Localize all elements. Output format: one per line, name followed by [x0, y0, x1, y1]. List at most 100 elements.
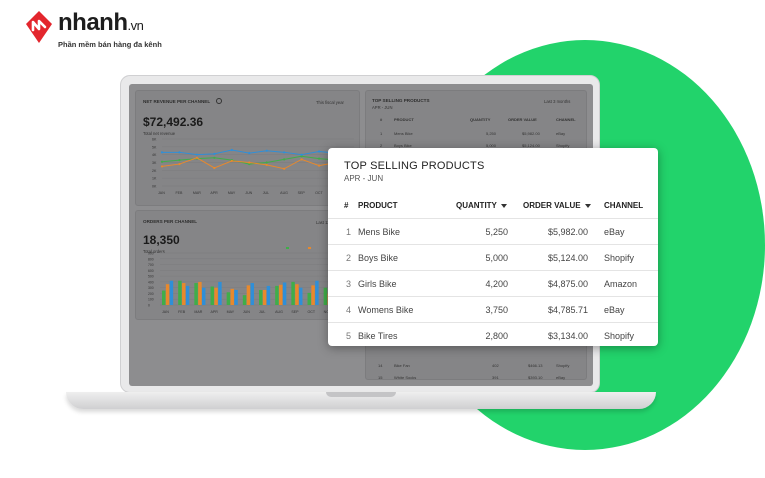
data-point — [248, 152, 251, 155]
mini-cell: 391 — [492, 375, 499, 380]
brand-name-text: nhanh — [58, 9, 128, 36]
x-tick-label: FEB — [178, 310, 186, 314]
bar-amazon — [214, 287, 218, 305]
cell-product: Boys Bike — [358, 253, 399, 263]
mini-th-product: PRODUCT — [394, 117, 414, 122]
col-header-quantity[interactable]: QUANTITY — [456, 201, 507, 210]
mini-header-row: # PRODUCT QUANTITY ORDER VALUE CHANNEL — [372, 117, 576, 127]
cell-channel: Shopify — [604, 331, 635, 341]
x-tick-label: JUL — [259, 310, 265, 314]
revenue-card-title: NET REVENUE PER CHANNEL — [143, 99, 211, 104]
bar-ebay — [218, 281, 222, 305]
y-tick-label: 2K — [152, 169, 157, 173]
mini-th-quantity[interactable]: QUANTITY — [470, 117, 491, 122]
y-tick-label: 0K — [152, 185, 157, 189]
x-tick-label: SEP — [298, 191, 306, 195]
cell-quantity: 5,000 — [485, 253, 508, 263]
cell-rank: 4 — [346, 305, 352, 315]
laptop-base — [66, 392, 656, 409]
orders-period-select[interactable]: Last 12 m — [316, 220, 335, 225]
cell-rank: 1 — [346, 227, 352, 237]
cell-order-value: $5,982.00 — [547, 227, 588, 237]
cell-quantity: 4,200 — [485, 279, 508, 289]
table-row[interactable]: 2 Boys Bike 5,000 $5,124.00 Shopify — [328, 244, 658, 270]
col-header-order-value[interactable]: ORDER VALUE — [523, 201, 591, 210]
bar-ebay — [202, 287, 206, 305]
bar-shopify — [259, 289, 263, 305]
table-row[interactable]: 3 Girls Bike 4,200 $4,875.00 Amazon — [328, 270, 658, 296]
x-tick-label: MAY — [227, 310, 235, 314]
x-tick-label: OCT — [308, 310, 316, 314]
table-row[interactable]: 5 Bike Tires 2,800 $3,134.00 Shopify — [328, 322, 658, 348]
popup-title: TOP SELLING PRODUCTS — [344, 160, 485, 172]
revenue-card: NET REVENUE PER CHANNEL This fiscal year… — [135, 90, 360, 206]
popup-subtitle: APR - JUN — [344, 174, 384, 183]
x-tick-label: JUL — [263, 191, 269, 195]
orders-card-title: ORDERS PER CHANNEL — [143, 219, 198, 224]
mini-row[interactable]: 15 White Socks 391 $393.10 eBay — [372, 375, 572, 385]
x-tick-label: APR — [211, 310, 219, 314]
mini-row[interactable]: 2 Boys Bike 5,000 $5,124.00 Shopify — [372, 143, 572, 153]
x-tick-label: JUN — [243, 310, 250, 314]
y-tick-label: 600 — [148, 269, 154, 273]
y-tick-label: 5K — [152, 145, 157, 149]
col-header-num: # — [344, 201, 349, 210]
bar-amazon — [230, 288, 234, 305]
bar-amazon — [311, 285, 315, 305]
y-tick-label: 4K — [152, 153, 157, 157]
mini-th-value[interactable]: ORDER VALUE — [508, 117, 537, 122]
mini-cell: $5,124.00 — [522, 143, 540, 148]
data-point — [265, 161, 268, 164]
cell-quantity: 5,250 — [485, 227, 508, 237]
bar-ebay — [169, 280, 174, 305]
data-point — [195, 156, 199, 159]
revenue-period-select[interactable]: This fiscal year — [316, 100, 344, 105]
mini-th-channel: CHANNEL — [556, 117, 576, 122]
y-tick-label: 800 — [148, 257, 154, 261]
data-point — [178, 159, 181, 162]
cell-product: Womens Bike — [358, 305, 414, 315]
col-header-product: PRODUCT — [358, 201, 398, 210]
x-tick-label: JAN — [162, 310, 169, 314]
bar-ebay — [282, 282, 287, 305]
legend-swatch — [286, 247, 289, 249]
cell-channel: eBay — [604, 227, 625, 237]
brand-logo[interactable]: nhanh.vn Phần mềm bán hàng đa kênh — [24, 10, 162, 49]
popup-table-header: # PRODUCT QUANTITY ORDER VALUE CHANNEL — [328, 194, 658, 218]
mini-cell: Shopify — [556, 363, 570, 368]
cell-order-value: $3,134.00 — [547, 331, 588, 341]
bar-amazon — [182, 283, 186, 305]
cell-channel: eBay — [604, 305, 625, 315]
y-tick-label: 200 — [148, 292, 154, 296]
data-point — [213, 156, 216, 159]
data-point — [178, 151, 181, 154]
data-point — [317, 157, 321, 160]
bar-shopify — [291, 281, 295, 305]
x-tick-label: AUG — [275, 310, 283, 314]
cell-rank: 2 — [346, 253, 352, 263]
mini-cell: 5,250 — [486, 131, 497, 136]
top-products-period-select[interactable]: Last 3 months — [544, 99, 571, 104]
brand-tld: .vn — [127, 18, 144, 33]
mini-cell: $5,982.00 — [522, 131, 540, 136]
top-products-mini-table: # PRODUCT QUANTITY ORDER VALUE CHANNEL 1… — [372, 117, 582, 380]
data-point — [283, 167, 286, 170]
mini-cell: White Socks — [394, 375, 417, 380]
x-tick-label: OCT — [315, 191, 323, 195]
y-tick-label: 1K — [152, 177, 157, 181]
y-tick-label: 900 — [148, 252, 154, 256]
table-row[interactable]: 1 Mens Bike 5,250 $5,982.00 eBay — [328, 218, 658, 244]
mini-row[interactable]: 14 Bike Fan 402 $466.13 Shopify — [372, 363, 572, 373]
data-point — [160, 151, 164, 154]
bar-shopify — [194, 283, 198, 305]
orders-total: 18,350 — [143, 233, 180, 247]
y-tick-label: 400 — [148, 280, 154, 284]
table-row[interactable]: 4 Womens Bike 3,750 $4,785.71 eBay — [328, 296, 658, 322]
mini-row[interactable]: 1 Mens Bike 5,250 $5,982.00 eBay — [372, 131, 572, 141]
sort-caret-icon — [500, 203, 507, 208]
mini-cell: 2 — [380, 143, 383, 148]
mini-cell: 14 — [378, 363, 383, 368]
legend-swatch — [308, 247, 311, 249]
data-point — [300, 153, 303, 156]
